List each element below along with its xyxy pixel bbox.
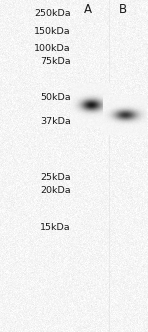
Text: 75kDa: 75kDa xyxy=(40,57,71,66)
Text: 37kDa: 37kDa xyxy=(40,117,71,126)
Text: 150kDa: 150kDa xyxy=(34,27,71,36)
Text: 25kDa: 25kDa xyxy=(40,173,71,182)
Text: 100kDa: 100kDa xyxy=(34,43,71,53)
Text: B: B xyxy=(119,3,127,16)
Text: 50kDa: 50kDa xyxy=(40,93,71,103)
Text: A: A xyxy=(84,3,92,16)
Text: 15kDa: 15kDa xyxy=(40,223,71,232)
Text: 20kDa: 20kDa xyxy=(40,186,71,196)
Text: 250kDa: 250kDa xyxy=(34,9,71,18)
